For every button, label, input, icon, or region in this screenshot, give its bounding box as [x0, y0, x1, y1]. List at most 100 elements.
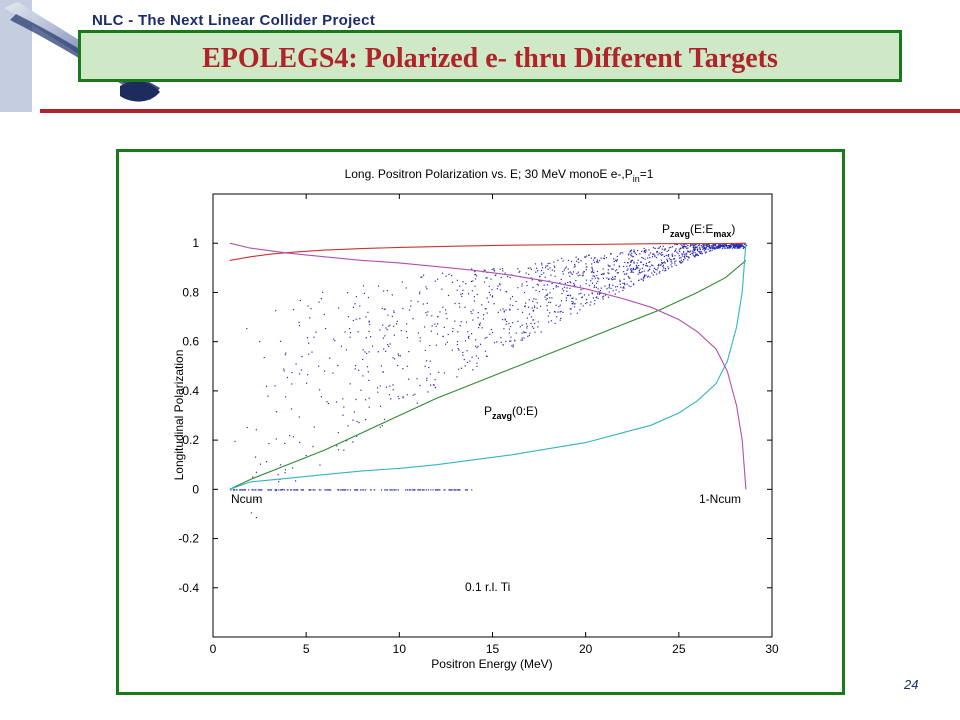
scatter-point: [599, 260, 601, 262]
scatter-point-zero: [236, 489, 238, 491]
scatter-point: [578, 261, 580, 264]
scatter-point: [368, 321, 370, 323]
scatter-point: [517, 308, 519, 310]
scatter-point: [401, 281, 403, 283]
scatter-point: [540, 331, 542, 333]
scatter-point: [661, 252, 663, 254]
scatter-point-zero: [324, 489, 326, 491]
scatter-point: [252, 476, 254, 478]
scatter-point: [512, 304, 514, 307]
scatter-point: [478, 323, 480, 325]
scatter-point: [695, 254, 697, 257]
scatter-point: [553, 270, 555, 272]
scatter-point: [424, 365, 426, 367]
scatter-point: [531, 279, 533, 281]
scatter-point: [625, 273, 627, 275]
scatter-point: [702, 243, 704, 245]
scatter-point: [286, 376, 289, 379]
scatter-point: [337, 449, 340, 451]
scatter-point: [532, 300, 534, 302]
scatter-point-zero: [327, 489, 329, 491]
scatter-point: [606, 277, 608, 279]
scatter-point: [721, 246, 724, 248]
scatter-point: [725, 245, 727, 247]
scatter-point: [408, 378, 410, 380]
scatter-point-zero: [257, 489, 259, 491]
scatter-point-zero: [267, 489, 269, 491]
scatter-point: [377, 285, 380, 287]
scatter-point: [565, 299, 567, 301]
scatter-point: [686, 256, 688, 258]
scatter-point: [688, 251, 690, 253]
scatter-point-zero: [432, 489, 434, 491]
scatter-point: [632, 267, 635, 269]
scatter-point: [535, 298, 537, 300]
scatter-point: [642, 263, 644, 266]
scatter-point: [477, 357, 480, 359]
scatter-point: [570, 313, 572, 315]
scatter-point: [718, 246, 720, 248]
scatter-point: [508, 308, 511, 310]
scatter-point: [323, 370, 326, 372]
scatter-point: [387, 344, 389, 346]
scatter-point: [631, 271, 633, 273]
scatter-point: [368, 406, 370, 408]
scatter-point: [585, 299, 588, 301]
scatter-point-zero: [454, 489, 456, 491]
scatter-point: [740, 244, 742, 246]
scatter-point: [283, 368, 285, 370]
x-axis-label: Positron Energy (MeV): [431, 657, 552, 671]
scatter-point: [426, 288, 428, 290]
scatter-point: [624, 261, 626, 264]
scatter-point: [509, 340, 511, 342]
scatter-point: [731, 243, 733, 246]
scatter-point: [517, 320, 519, 322]
scatter-point: [357, 369, 360, 371]
scatter-point: [535, 289, 537, 291]
scatter-point: [609, 265, 611, 267]
scatter-point: [521, 324, 523, 326]
scatter-point: [569, 295, 571, 297]
scatter-point: [650, 264, 653, 266]
scatter-point: [735, 246, 737, 248]
scatter-point: [652, 274, 654, 276]
scatter-point: [739, 246, 741, 248]
scatter-point: [666, 258, 668, 260]
scatter-point: [336, 445, 338, 447]
scatter-point: [643, 247, 645, 250]
scatter-point: [612, 284, 614, 286]
scatter-point: [426, 314, 428, 316]
scatter-point: [739, 244, 741, 246]
scatter-point-zero: [413, 489, 415, 491]
scatter-point: [472, 369, 474, 371]
scatter-point: [739, 247, 741, 249]
scatter-point: [641, 267, 644, 269]
scatter-point: [575, 298, 577, 300]
scatter-point: [661, 262, 663, 264]
scatter-point-zero: [242, 489, 244, 491]
scatter-point: [280, 464, 282, 466]
scatter-point: [491, 331, 494, 334]
scatter-point: [572, 303, 574, 305]
scatter-point: [385, 350, 387, 353]
scatter-point: [534, 263, 537, 265]
scatter-point-zero: [300, 489, 302, 491]
y-axis-ticks: -0.4 -0.2 0 0.2 0.4 0.6 0.8 1: [178, 236, 772, 595]
scatter-point: [628, 253, 630, 255]
scatter-point: [657, 247, 659, 249]
scatter-point: [560, 300, 563, 302]
scatter-point: [298, 321, 300, 323]
scatter-point: [671, 253, 673, 255]
scatter-point: [694, 244, 696, 246]
scatter-point: [582, 272, 584, 274]
scatter-point: [442, 335, 444, 337]
scatter-point: [607, 272, 609, 274]
scatter-point: [477, 317, 479, 319]
scatter-point: [429, 360, 431, 362]
scatter-point: [730, 246, 732, 248]
scatter-point: [695, 254, 697, 256]
scatter-point: [689, 250, 691, 252]
scatter-point: [614, 278, 616, 280]
scatter-point: [344, 331, 346, 333]
scatter-point: [390, 398, 392, 400]
